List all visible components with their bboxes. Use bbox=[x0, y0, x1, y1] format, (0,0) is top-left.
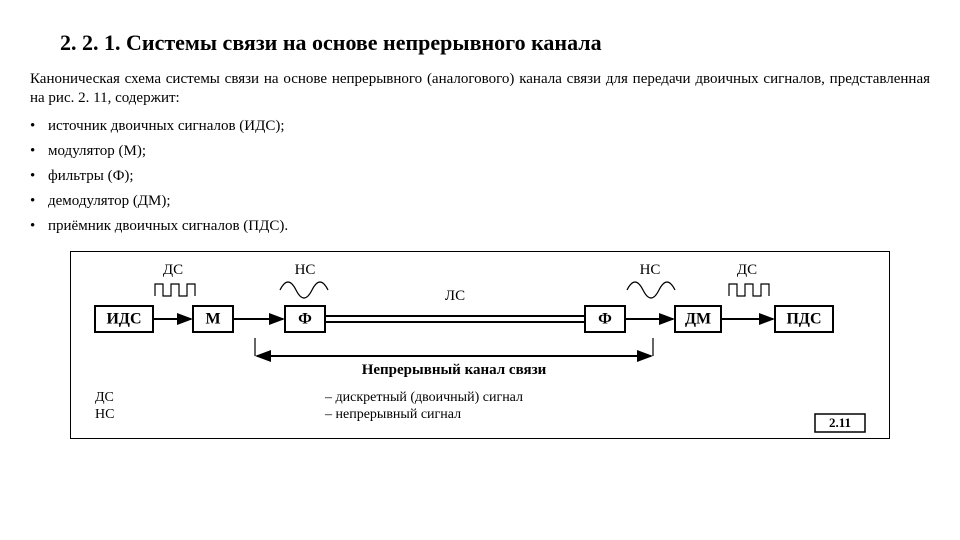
svg-text:ПДС: ПДС bbox=[786, 310, 821, 327]
label-ns2: НС bbox=[640, 262, 661, 278]
list-item: источник двоичных сигналов (ИДС); bbox=[30, 118, 930, 135]
block-ids: ИДС bbox=[95, 306, 153, 332]
list-item: фильтры (Ф); bbox=[30, 168, 930, 185]
svg-text:М: М bbox=[205, 310, 220, 327]
figure-number: 2.11 bbox=[815, 414, 865, 432]
pulse-wave-icon bbox=[155, 284, 195, 296]
legend-desc: – непрерывный сигнал bbox=[324, 407, 461, 422]
block-f2: Ф bbox=[585, 306, 625, 332]
label-ls: ЛС bbox=[445, 288, 465, 304]
svg-text:Ф: Ф bbox=[298, 310, 312, 327]
list-item: демодулятор (ДМ); bbox=[30, 193, 930, 210]
legend-desc: – дискретный (двоичный) сигнал bbox=[324, 390, 523, 405]
legend-abbr: ДС bbox=[95, 390, 114, 405]
block-f1: Ф bbox=[285, 306, 325, 332]
svg-text:ИДС: ИДС bbox=[106, 310, 141, 327]
block-m: М bbox=[193, 306, 233, 332]
label-ns1: НС bbox=[295, 262, 316, 278]
block-dm: ДМ bbox=[675, 306, 721, 332]
bracket: Непрерывный канал связи bbox=[255, 338, 653, 378]
pulse-wave-icon bbox=[729, 284, 769, 296]
list-item: модулятор (М); bbox=[30, 143, 930, 160]
svg-text:ДМ: ДМ bbox=[685, 310, 711, 327]
block-pds: ПДС bbox=[775, 306, 833, 332]
legend-abbr: НС bbox=[95, 407, 114, 422]
sine-wave-icon bbox=[627, 282, 675, 298]
svg-text:Непрерывный канал связи: Непрерывный канал связи bbox=[362, 362, 547, 378]
svg-text:Ф: Ф bbox=[598, 310, 612, 327]
label-ds2: ДС bbox=[737, 262, 757, 278]
intro-paragraph: Каноническая схема системы связи на осно… bbox=[30, 70, 930, 108]
sine-wave-icon bbox=[280, 282, 328, 298]
label-ds1: ДС bbox=[163, 262, 183, 278]
svg-text:2.11: 2.11 bbox=[829, 414, 851, 429]
list-item: приёмник двоичных сигналов (ПДС). bbox=[30, 218, 930, 235]
component-list: источник двоичных сигналов (ИДС); модуля… bbox=[30, 118, 930, 235]
block-diagram: ДС НС ЛС НС ДС ИДС М Ф Ф ДМ ПДС bbox=[75, 256, 875, 434]
diagram-frame: ДС НС ЛС НС ДС ИДС М Ф Ф ДМ ПДС bbox=[70, 251, 890, 439]
section-title: 2. 2. 1. Системы связи на основе непреры… bbox=[60, 30, 930, 56]
